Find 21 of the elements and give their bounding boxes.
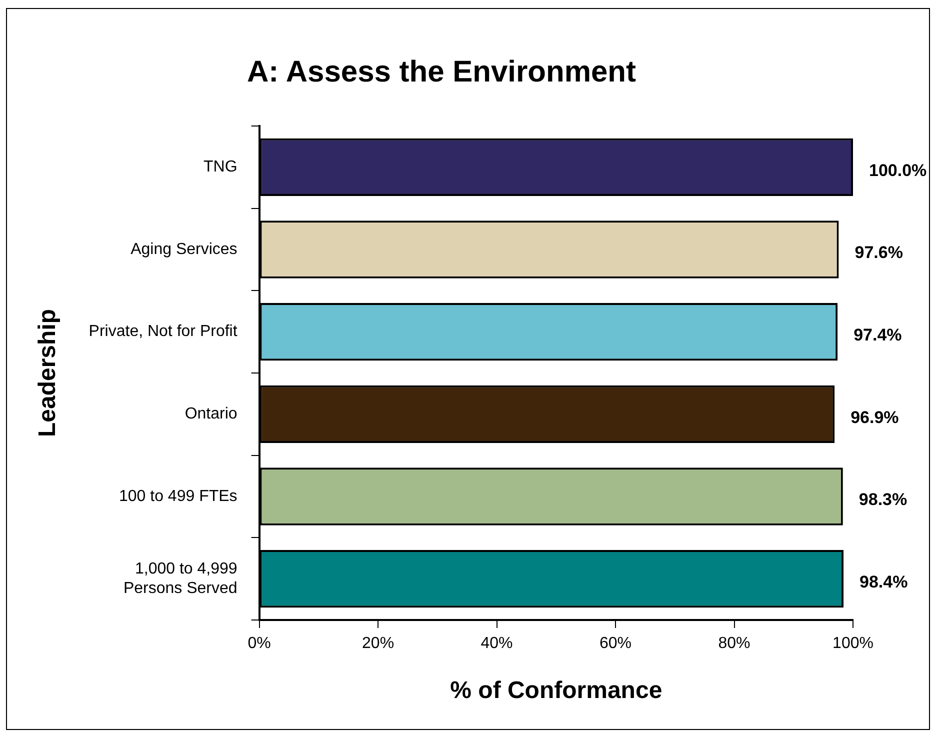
x-axis-title: % of Conformance <box>450 677 662 704</box>
data-label: 98.4% <box>860 572 908 592</box>
data-label: 98.3% <box>858 490 908 510</box>
x-tick-label: 40% <box>480 635 513 652</box>
chart-title: A: Assess the Environment <box>247 55 636 88</box>
y-tick-label: Ontario <box>184 406 238 423</box>
x-tick-label: 60% <box>600 635 632 652</box>
data-label: 97.4% <box>854 326 902 345</box>
x-tick-label: 0% <box>248 635 271 652</box>
y-tick-label: Private, Not for Profit <box>88 323 238 340</box>
data-label: 100.0% <box>869 160 927 180</box>
data-label: 96.9% <box>850 408 899 427</box>
y-tick-label: TNG <box>204 158 238 176</box>
x-tick-label: 80% <box>718 635 750 652</box>
y-tick-label: 1,000 to 4,999 Persons Served <box>123 560 238 597</box>
x-tick-label: 100% <box>832 635 874 652</box>
x-tick-label: 20% <box>362 635 394 652</box>
data-label: 97.6% <box>854 243 903 262</box>
y-tick-label: 100 to 499 FTEs <box>118 488 238 505</box>
y-axis-title: Leadership <box>34 308 62 438</box>
y-tick-label: Aging Services <box>130 240 238 258</box>
